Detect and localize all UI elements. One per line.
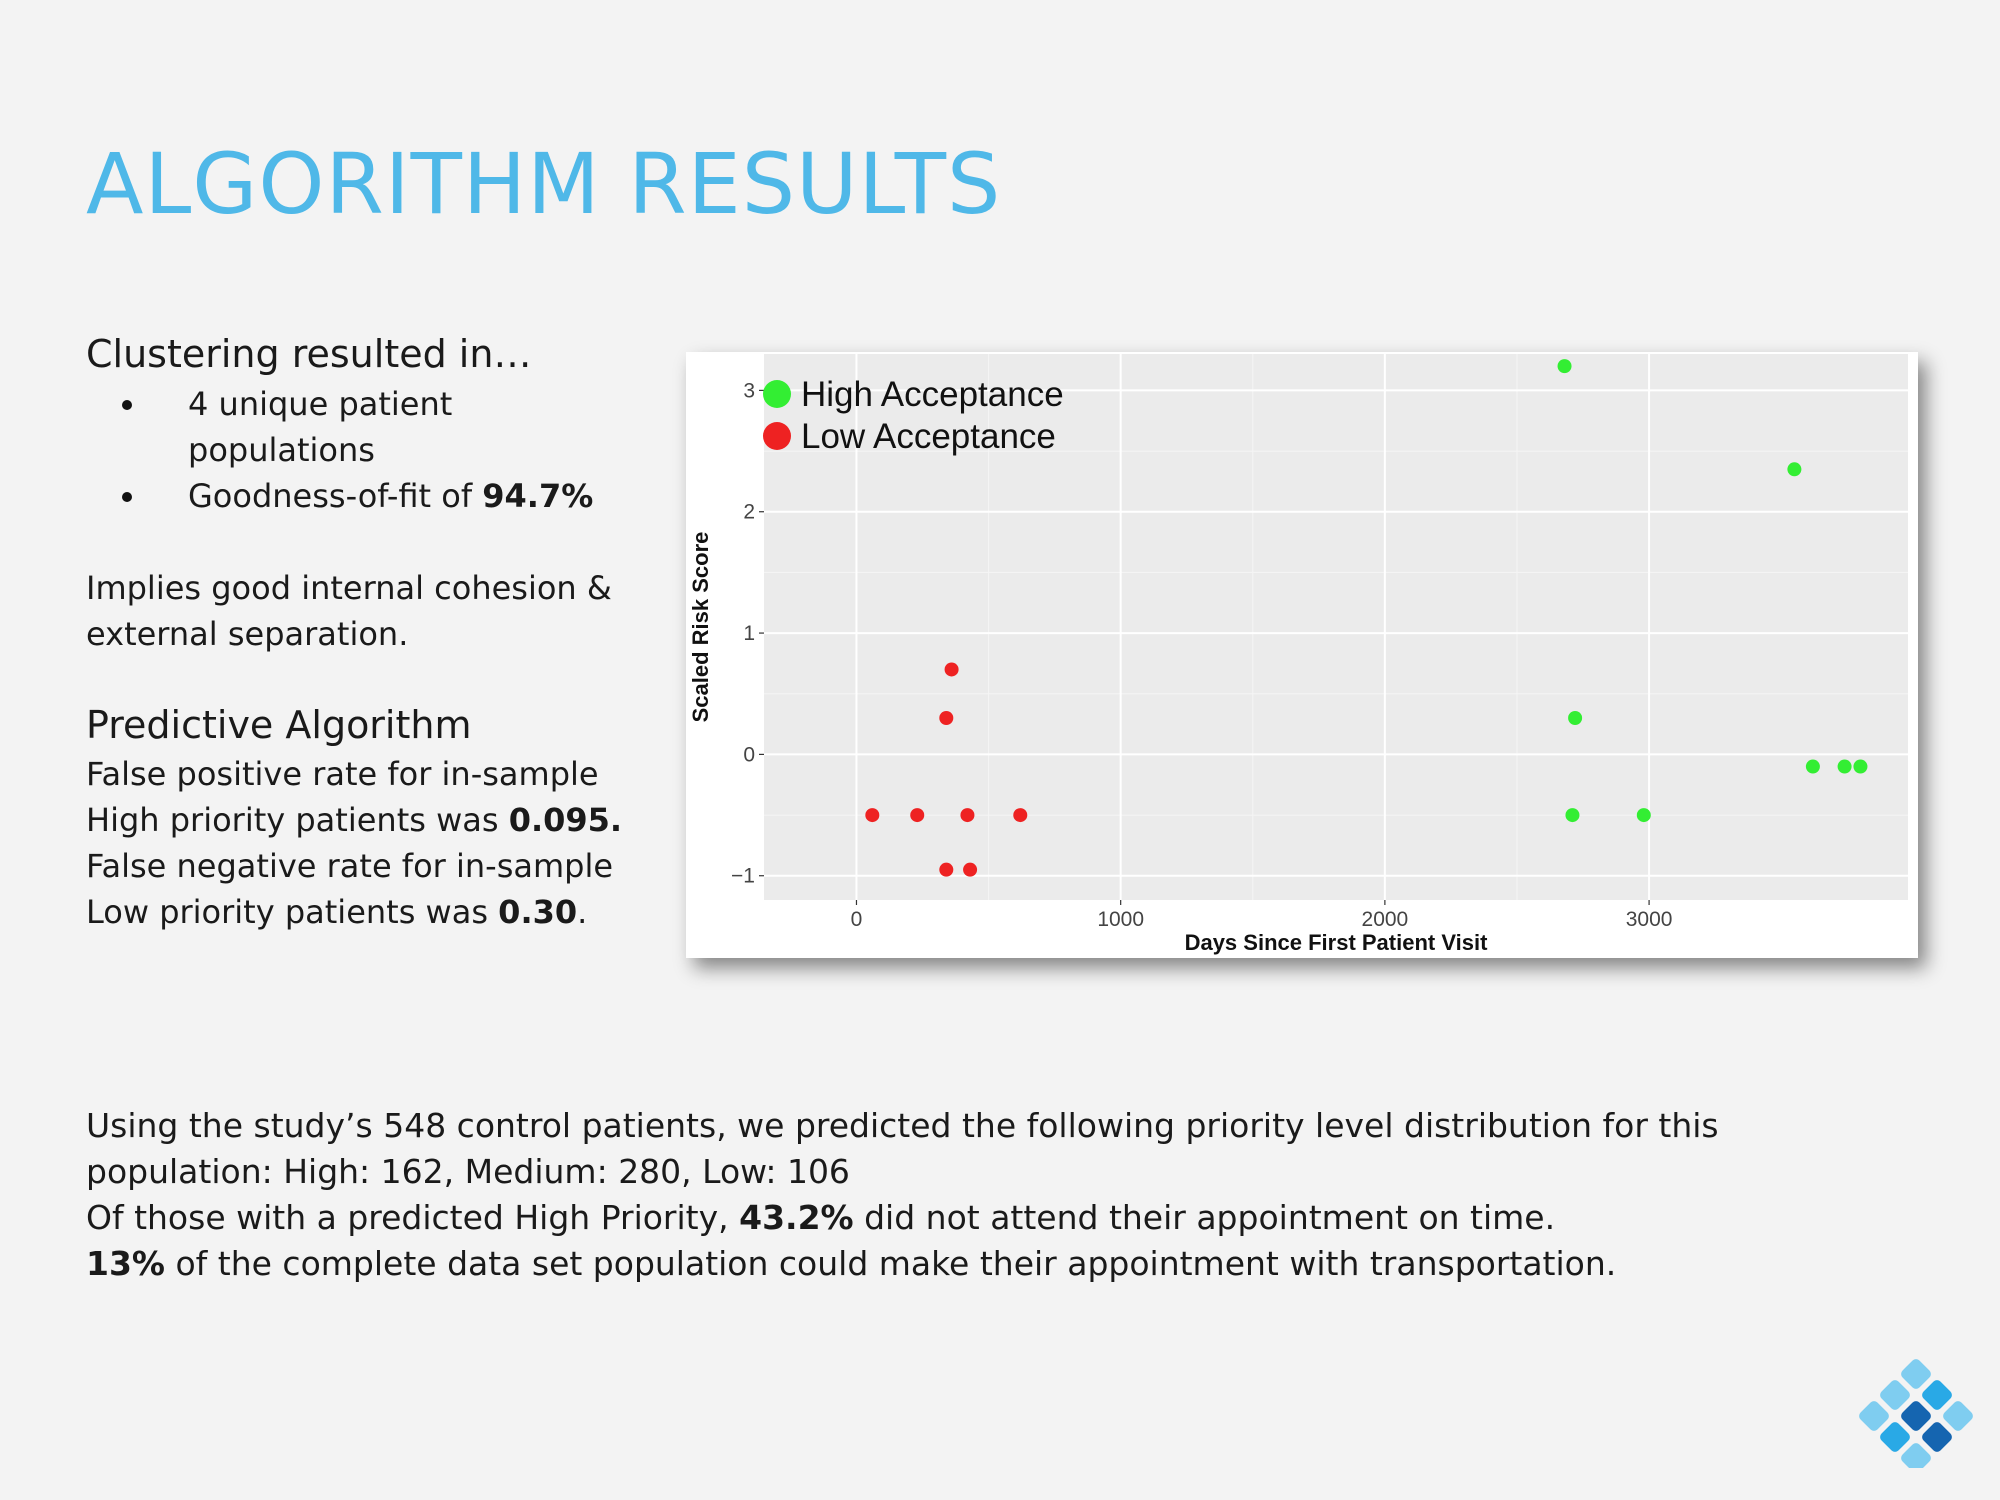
data-point-low-acceptance (910, 808, 925, 823)
x-tick-label: 3000 (1626, 908, 1673, 931)
summary-text: Using the study’s 548 control patients, … (86, 1103, 1786, 1287)
data-point-high-acceptance (1837, 759, 1852, 774)
summary-line-2-value: 43.2% (739, 1198, 854, 1237)
data-point-low-acceptance (944, 662, 959, 677)
y-tick-label: 2 (743, 501, 755, 524)
summary-line-2-pre: Of those with a predicted High Priority, (86, 1198, 740, 1237)
x-tick-label: 2000 (1362, 908, 1409, 931)
diamond-logo-icon (1859, 1359, 1973, 1468)
logo-diamond (1922, 1380, 1952, 1410)
data-point-low-acceptance (939, 711, 954, 725)
data-point-low-acceptance (960, 808, 975, 823)
y-tick-label: 0 (743, 743, 755, 766)
fn-end: . (577, 892, 588, 931)
x-tick-label: 1000 (1097, 908, 1144, 931)
y-tick-label: 3 (743, 379, 755, 402)
y-axis-title: Scaled Risk Score (688, 532, 713, 723)
populations-count: 4 (188, 385, 209, 424)
cohesion-text: Implies good internal cohesion & externa… (86, 569, 612, 654)
logo-diamond (1901, 1401, 1931, 1431)
data-point-low-acceptance (1013, 808, 1028, 823)
fn-text: False negative rate for in-sample Low pr… (86, 846, 614, 931)
logo-diamond (1922, 1422, 1952, 1452)
left-text-panel: Clustering resulted in… 4 unique patient… (86, 330, 646, 935)
fp-value: 0.095. (508, 800, 623, 839)
fp-text: False positive rate for in-sample High p… (86, 754, 599, 839)
logo-diamond (1901, 1443, 1931, 1468)
populations-text: unique patient populations (188, 385, 453, 470)
fn-value: 0.30 (498, 892, 578, 931)
legend-label: Low Acceptance (801, 417, 1056, 456)
clustering-bullets: 4 unique patient populations Goodness-of… (86, 381, 646, 519)
bullet-populations: 4 unique patient populations (122, 381, 618, 473)
data-point-high-acceptance (1565, 808, 1580, 823)
legend-label: High Acceptance (801, 375, 1064, 414)
x-axis-title: Days Since First Patient Visit (1185, 930, 1488, 955)
logo-diamond (1943, 1401, 1973, 1431)
data-point-high-acceptance (1853, 759, 1868, 774)
plot-panel (764, 354, 1908, 900)
logo-diamond (1901, 1359, 1931, 1389)
logo-diamond (1880, 1380, 1910, 1410)
goodness-text: Goodness-of-fit of (188, 477, 483, 516)
scatter-chart: 0 1000 2000 3000 −1 0 1 2 3 Days Since First Pati… (686, 352, 1918, 958)
data-point-high-acceptance (1557, 359, 1572, 374)
predictive-body: False positive rate for in-sample High p… (86, 751, 646, 935)
summary-line-1: Using the study’s 548 control patients, … (86, 1106, 1719, 1191)
summary-line-3-post: of the complete data set population coul… (165, 1244, 1617, 1283)
data-point-low-acceptance (939, 862, 954, 877)
data-point-low-acceptance (963, 862, 978, 877)
summary-line-2-post: did not attend their appointment on time… (853, 1198, 1556, 1237)
data-point-high-acceptance (1636, 808, 1651, 823)
goodness-value: 94.7% (482, 477, 594, 516)
logo-diamond (1880, 1422, 1910, 1452)
data-point-high-acceptance (1805, 759, 1820, 774)
scatter-plot-svg: 0 1000 2000 3000 −1 0 1 2 3 Days Since First Pati… (688, 354, 1908, 955)
page-title: ALGORITHM RESULTS (86, 135, 1002, 233)
legend-marker (763, 422, 791, 450)
logo-diamond (1859, 1401, 1889, 1431)
data-point-high-acceptance (1568, 711, 1583, 725)
summary-line-3-value: 13% (86, 1244, 165, 1283)
data-point-high-acceptance (1787, 462, 1802, 477)
y-tick-label: 1 (743, 622, 755, 645)
predictive-section: Predictive Algorithm False positive rate… (86, 701, 646, 934)
bullet-goodness-of-fit: Goodness-of-fit of 94.7% (122, 473, 618, 519)
y-tick-label: −1 (731, 865, 755, 888)
x-tick-label: 0 (851, 908, 863, 931)
legend-marker (763, 380, 791, 408)
predictive-heading: Predictive Algorithm (86, 703, 472, 748)
data-point-low-acceptance (865, 808, 880, 823)
clustering-heading: Clustering resulted in… (86, 332, 532, 376)
